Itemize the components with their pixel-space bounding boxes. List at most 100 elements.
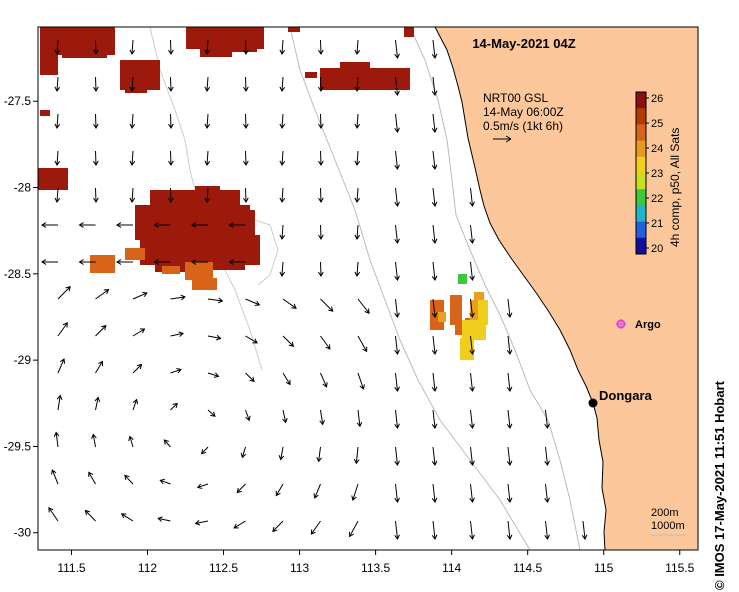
colorbar-tick-label: 26 — [651, 93, 663, 105]
colorbar-segment — [636, 92, 646, 109]
credit-text: © IMOS 17-May-2021 11:51 Hobart — [712, 381, 727, 590]
argo-marker-icon — [616, 319, 626, 329]
colorbar-tick-label: 21 — [651, 218, 663, 230]
map-title: 14-May-2021 04Z — [472, 36, 575, 51]
current-arrow-icon — [279, 39, 286, 55]
current-arrow-icon — [544, 520, 550, 540]
current-arrow-icon — [41, 222, 58, 228]
current-arrow-icon — [57, 358, 66, 374]
current-arrow-icon — [207, 409, 216, 417]
sst-pixel-block — [62, 30, 107, 58]
sst-pixel-block — [458, 274, 467, 284]
dongara-marker — [588, 398, 598, 408]
current-arrow-icon — [310, 520, 321, 535]
sst-pixel-block — [40, 27, 58, 75]
current-arrow-icon — [469, 187, 475, 207]
current-arrow-icon — [170, 367, 182, 374]
current-arrow-icon — [168, 113, 174, 129]
current-arrow-icon — [357, 298, 370, 314]
current-arrow-icon — [54, 150, 61, 166]
current-arrow-icon — [394, 335, 400, 355]
current-arrow-icon — [469, 298, 475, 318]
current-arrow-icon — [200, 446, 209, 455]
current-arrow-icon — [318, 261, 324, 277]
current-arrow-icon — [431, 150, 438, 170]
current-arrow-icon — [116, 222, 133, 228]
current-arrow-icon — [506, 446, 513, 466]
sst-pixel-block — [305, 72, 317, 78]
current-arrow-icon — [54, 76, 61, 92]
current-arrow-icon — [129, 113, 136, 129]
current-arrow-icon — [506, 483, 513, 503]
colorbar-tick-label: 20 — [651, 243, 663, 255]
current-arrow-icon — [245, 372, 255, 383]
colorbar-segment — [636, 173, 646, 190]
colorbar-segment — [636, 156, 646, 174]
current-arrow-icon — [124, 474, 134, 485]
isobath-1000m — [289, 26, 531, 551]
current-arrow-icon — [469, 261, 475, 281]
current-arrow-icon — [318, 224, 324, 240]
current-arrow-icon — [394, 409, 400, 429]
sst-patches — [38, 27, 488, 360]
current-arrow-icon — [279, 113, 286, 129]
current-arrow-icon — [469, 409, 475, 429]
current-arrow-icon — [129, 39, 136, 55]
legend-model-name: NRT00 GSL — [483, 91, 548, 105]
current-arrow-icon — [469, 520, 475, 540]
legend-scale: 0.5m/s (1kt 6h) — [483, 119, 563, 133]
sst-pixel-block — [288, 27, 300, 32]
current-arrow-icon — [394, 520, 400, 540]
current-arrow-icon — [120, 513, 134, 522]
legend-time: 14-May 06:00Z — [483, 105, 564, 119]
current-arrow-icon — [88, 471, 96, 485]
current-arrow-icon — [91, 433, 97, 448]
current-arrow-icon — [506, 298, 513, 318]
current-arrow-icon — [57, 322, 68, 337]
current-arrow-icon — [469, 335, 475, 355]
y-tick-label: -28 — [14, 181, 32, 195]
current-arrow-icon — [431, 39, 438, 59]
current-arrow-icon — [48, 507, 59, 522]
current-arrow-icon — [394, 39, 400, 59]
current-arrow-icon — [506, 335, 513, 355]
colorbar-segment — [636, 124, 646, 142]
current-arrow-icon — [544, 409, 550, 429]
colorbar-label: 4h comp, p50, All Sats — [668, 128, 682, 247]
current-arrow-icon — [351, 483, 359, 501]
x-tick-label: 113.5 — [361, 561, 390, 575]
sst-pixel-block — [90, 255, 115, 273]
current-arrow-icon — [506, 520, 513, 540]
colorbar-segment — [636, 237, 646, 255]
current-arrow-icon — [243, 187, 249, 203]
y-axis: -27.5 -28 -28.5 -29 -29.5 -30 — [4, 94, 38, 540]
current-arrow-icon — [431, 76, 438, 96]
colorbar-segment — [636, 108, 646, 125]
sst-pixel-block — [125, 248, 145, 260]
current-arrow-icon — [93, 187, 99, 203]
current-arrow-icon — [95, 324, 107, 337]
current-arrow-icon — [204, 187, 211, 203]
current-arrow-icon — [318, 187, 324, 203]
current-arrow-icon — [245, 298, 261, 307]
sst-pixel-block — [455, 325, 463, 335]
current-arrow-icon — [168, 187, 174, 203]
current-arrow-icon — [94, 396, 101, 411]
current-arrow-icon — [431, 187, 438, 207]
current-arrow-icon — [191, 222, 208, 228]
current-arrow-icon — [93, 113, 99, 129]
current-arrow-icon — [469, 483, 475, 503]
current-arrow-icon — [129, 150, 136, 166]
y-tick-label: -30 — [14, 526, 32, 540]
current-arrow-icon — [132, 291, 148, 300]
sst-pixel-block — [192, 278, 217, 290]
y-tick-label: -28.5 — [4, 267, 32, 281]
current-arrow-icon — [469, 224, 475, 244]
current-arrow-icon — [132, 328, 146, 337]
current-arrow-icon — [320, 335, 331, 350]
current-arrow-icon — [356, 409, 363, 428]
current-arrow-icon — [318, 113, 324, 129]
current-arrow-icon — [240, 446, 247, 459]
colorbar: 26 25 24 23 22 21 20 — [635, 91, 663, 255]
sst-pixel-block — [478, 300, 488, 325]
